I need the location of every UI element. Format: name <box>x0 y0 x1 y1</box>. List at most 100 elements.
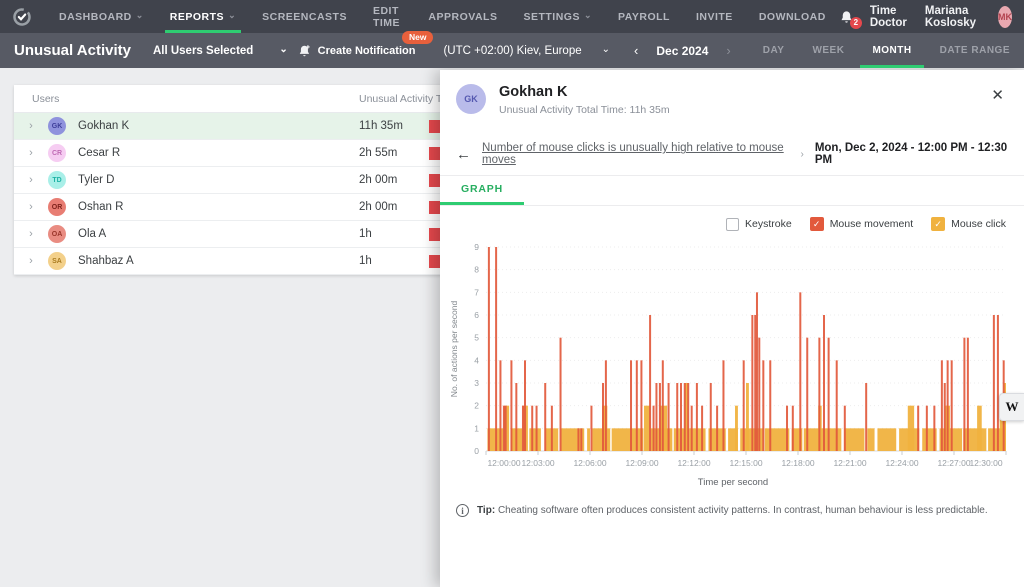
svg-text:5: 5 <box>474 333 479 343</box>
legend-mouse-movement[interactable]: ✓ Mouse movement <box>810 217 913 231</box>
info-icon: i <box>456 504 469 517</box>
user-avatar: GK <box>48 117 66 135</box>
breadcrumb: ← Number of mouse clicks is unusually hi… <box>440 144 1024 164</box>
activity-chart-container: 0123456789No. of actions per second12:00… <box>440 233 1024 488</box>
mouse-click-checkbox[interactable]: ✓ <box>931 217 945 231</box>
user-avatar: OA <box>48 225 66 243</box>
create-notification-button[interactable]: New Create Notification <box>298 44 416 58</box>
total-time-value: 2h 00m <box>359 174 415 186</box>
total-time-value: 2h 00m <box>359 201 415 213</box>
mouse-movement-checkbox[interactable]: ✓ <box>810 217 824 231</box>
bell-plus-icon <box>298 44 312 58</box>
timezone-selector[interactable]: (UTC +02:00) Kiev, Europe ⌄ <box>443 45 610 57</box>
chart-x-axis-label: Time per second <box>448 477 1018 488</box>
nav-screencasts[interactable]: SCREENCASTS <box>249 0 360 33</box>
svg-text:7: 7 <box>474 288 479 298</box>
timedoctor-logo-icon[interactable] <box>0 0 46 33</box>
user-avatar: SA <box>48 252 66 270</box>
view-tab-day[interactable]: DAY <box>749 33 799 68</box>
user-name: Shahbaz A <box>78 255 359 267</box>
close-icon[interactable]: ✕ <box>987 84 1008 106</box>
user-avatar: TD <box>48 171 66 189</box>
total-time-value: 2h 55m <box>359 147 415 159</box>
nav-settings[interactable]: SETTINGS⌄ <box>510 0 605 33</box>
breadcrumb-date-range: Mon, Dec 2, 2024 - 12:00 PM - 12:30 PM <box>815 142 1008 166</box>
users-filter-dropdown[interactable]: All Users Selected ⌄ <box>153 45 288 57</box>
panel-user-name: Gokhan K <box>499 84 670 101</box>
nav-edit-time[interactable]: EDIT TIME <box>360 0 415 33</box>
view-tab-month[interactable]: MONTH <box>858 33 925 68</box>
svg-text:12:30:00: 12:30:00 <box>969 458 1002 468</box>
panel-user-avatar: GK <box>456 84 486 114</box>
top-navigation: DASHBOARD⌄ REPORTS⌄ SCREENCASTS EDIT TIM… <box>0 0 1024 33</box>
panel-header: GK Gokhan K Unusual Activity Total Time:… <box>440 70 1024 116</box>
expand-chevron-icon[interactable]: › <box>14 228 48 240</box>
svg-text:12:21:00: 12:21:00 <box>833 458 866 468</box>
total-time-value: 11h 35m <box>359 120 415 132</box>
page-title: Unusual Activity <box>0 42 153 59</box>
user-name: Gokhan K <box>78 120 359 132</box>
company-name[interactable]: Time Doctor <box>870 5 909 29</box>
chevron-down-icon: ⌄ <box>228 10 236 21</box>
panel-user-subtitle: Unusual Activity Total Time: 11h 35m <box>499 104 670 116</box>
svg-text:9: 9 <box>474 242 479 252</box>
user-name: Oshan R <box>78 201 359 213</box>
chevron-right-icon: › <box>800 149 803 160</box>
svg-text:12:15:00: 12:15:00 <box>729 458 762 468</box>
svg-text:No. of actions per second: No. of actions per second <box>449 301 459 398</box>
notifications-bell-icon[interactable]: 2 <box>839 9 854 25</box>
keystroke-checkbox[interactable] <box>726 218 739 231</box>
nav-dashboard[interactable]: DASHBOARD⌄ <box>46 0 157 33</box>
prev-period-arrow[interactable]: ‹ <box>634 43 638 58</box>
back-arrow-icon[interactable]: ← <box>456 146 471 163</box>
view-tab-week[interactable]: WEEK <box>798 33 858 68</box>
activity-chart: 0123456789No. of actions per second12:00… <box>448 235 1016 471</box>
next-period-arrow[interactable]: › <box>726 43 730 58</box>
expand-chevron-icon[interactable]: › <box>14 174 48 186</box>
svg-text:8: 8 <box>474 265 479 275</box>
chevron-down-icon: ⌄ <box>279 44 287 55</box>
nav-download[interactable]: DOWNLOAD <box>746 0 839 33</box>
legend-mouse-click[interactable]: ✓ Mouse click <box>931 217 1006 231</box>
new-badge: New <box>402 31 433 44</box>
svg-text:1: 1 <box>474 424 479 434</box>
watermark-widget-button[interactable]: W <box>999 393 1024 421</box>
svg-text:0: 0 <box>474 446 479 456</box>
user-detail-panel: GK Gokhan K Unusual Activity Total Time:… <box>440 70 1024 587</box>
legend-keystroke[interactable]: Keystroke <box>726 218 792 231</box>
tip-text: Tip: Cheating software often produces co… <box>477 505 988 516</box>
nav-invite[interactable]: INVITE <box>683 0 746 33</box>
svg-text:12:06:00: 12:06:00 <box>573 458 606 468</box>
svg-text:2: 2 <box>474 401 479 411</box>
total-time-value: 1h <box>359 228 415 240</box>
nav-reports[interactable]: REPORTS⌄ <box>157 0 249 33</box>
nav-payroll[interactable]: PAYROLL <box>605 0 683 33</box>
anomaly-description-link[interactable]: Number of mouse clicks is unusually high… <box>482 142 789 166</box>
users-column-header: Users <box>14 93 359 105</box>
svg-text:12:12:00: 12:12:00 <box>677 458 710 468</box>
svg-text:3: 3 <box>474 378 479 388</box>
svg-text:12:00:00: 12:00:00 <box>487 458 520 468</box>
expand-chevron-icon[interactable]: › <box>14 255 48 267</box>
user-name: Cesar R <box>78 147 359 159</box>
current-user-name[interactable]: Mariana Koslosky <box>925 5 982 29</box>
chevron-down-icon: ⌄ <box>584 10 592 21</box>
tab-graph[interactable]: GRAPH <box>440 176 524 205</box>
user-name: Tyler D <box>78 174 359 186</box>
chevron-down-icon: ⌄ <box>602 44 610 55</box>
user-avatar: CR <box>48 144 66 162</box>
expand-chevron-icon[interactable]: › <box>14 120 48 132</box>
user-avatar[interactable]: MK <box>998 6 1012 28</box>
view-tab-date-range[interactable]: DATE RANGE <box>926 33 1024 68</box>
panel-tabs: GRAPH <box>440 176 1024 206</box>
nav-approvals[interactable]: APPROVALS <box>415 0 510 33</box>
svg-text:12:27:00: 12:27:00 <box>937 458 970 468</box>
user-name: Ola A <box>78 228 359 240</box>
tip-row: i Tip: Cheating software often produces … <box>440 488 1024 517</box>
svg-text:12:03:00: 12:03:00 <box>521 458 554 468</box>
expand-chevron-icon[interactable]: › <box>14 147 48 159</box>
expand-chevron-icon[interactable]: › <box>14 201 48 213</box>
svg-text:12:18:00: 12:18:00 <box>781 458 814 468</box>
notification-count-badge: 2 <box>850 17 862 29</box>
report-toolbar: Unusual Activity All Users Selected ⌄ Ne… <box>0 33 1024 68</box>
